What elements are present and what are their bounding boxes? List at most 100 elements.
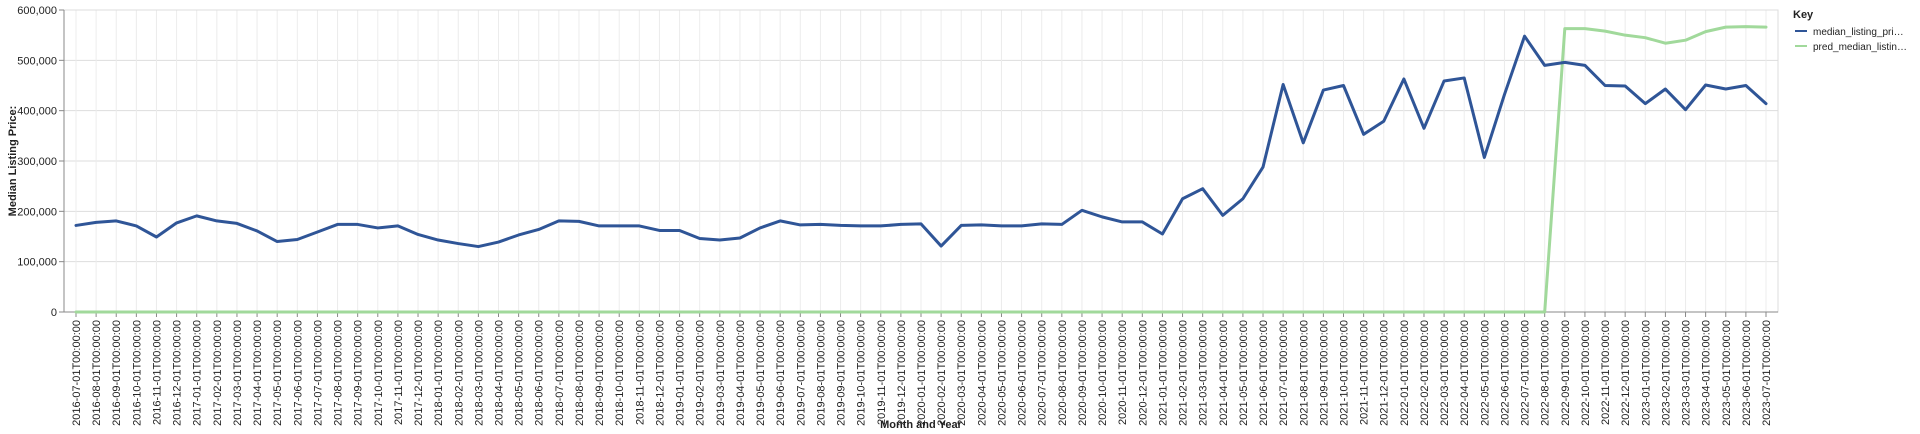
x-tick-label: 2023-03-01T00:00:00 [1681, 320, 1693, 426]
x-tick-label: 2018-05-01T00:00:00 [514, 320, 526, 426]
x-tick-label: 2019-02-01T00:00:00 [695, 320, 707, 426]
x-tick-label: 2020-05-01T00:00:00 [996, 320, 1008, 426]
x-tick-label: 2020-01-01T00:00:00 [916, 320, 928, 426]
x-tick-label: 2022-09-01T00:00:00 [1560, 320, 1572, 426]
x-tick-label: 2020-07-01T00:00:00 [1037, 320, 1049, 426]
x-tick-label: 2019-10-01T00:00:00 [856, 320, 868, 426]
x-tick-label: 2019-08-01T00:00:00 [815, 320, 827, 426]
x-tick-label: 2019-06-01T00:00:00 [775, 320, 787, 426]
x-tick-label: 2022-05-01T00:00:00 [1479, 320, 1491, 426]
x-tick-label: 2021-12-01T00:00:00 [1379, 320, 1391, 426]
x-tick-label: 2017-10-01T00:00:00 [373, 320, 385, 426]
x-tick-label: 2019-03-01T00:00:00 [715, 320, 727, 426]
x-tick-label: 2016-11-01T00:00:00 [151, 320, 163, 425]
x-tick-label: 2023-05-01T00:00:00 [1721, 320, 1733, 426]
series-line-median-listing-price [74, 34, 1768, 249]
x-tick-label: 2016-12-01T00:00:00 [172, 320, 184, 426]
x-tick-label: 2021-02-01T00:00:00 [1178, 320, 1190, 426]
x-tick-label: 2018-11-01T00:00:00 [634, 320, 646, 425]
y-tick-label: 200,000 [17, 206, 57, 218]
x-tick-label: 2020-11-01T00:00:00 [1117, 320, 1129, 425]
x-tick-label: 2017-11-01T00:00:00 [393, 320, 405, 425]
x-tick-label: 2016-07-01T00:00:00 [71, 320, 83, 426]
x-tick-label: 2023-06-01T00:00:00 [1741, 320, 1753, 426]
x-tick-label: 2023-02-01T00:00:00 [1660, 320, 1672, 426]
x-tick-label: 2020-12-01T00:00:00 [1137, 320, 1149, 426]
x-tick-label: 2019-07-01T00:00:00 [795, 320, 807, 426]
x-tick-label: 2020-10-01T00:00:00 [1097, 320, 1109, 426]
x-tick-label: 2020-04-01T00:00:00 [976, 320, 988, 426]
x-tick-label: 2018-08-01T00:00:00 [574, 320, 586, 426]
x-tick-label: 2017-03-01T00:00:00 [232, 320, 244, 426]
x-tick-label: 2019-05-01T00:00:00 [755, 320, 767, 426]
x-tick-label: 2022-04-01T00:00:00 [1459, 320, 1471, 426]
x-tick-label: 2018-10-01T00:00:00 [614, 320, 626, 426]
x-tick-label: 2018-03-01T00:00:00 [473, 320, 485, 426]
x-tick-label: 2019-04-01T00:00:00 [735, 320, 747, 426]
x-tick-label: 2021-04-01T00:00:00 [1218, 320, 1230, 426]
y-axis: 0 100,000 200,000 300,000 400,000 500,000 600,… [17, 5, 65, 319]
x-tick-label: 2018-06-01T00:00:00 [534, 320, 546, 426]
x-tick-label: 2017-01-01T00:00:00 [192, 320, 204, 426]
x-tick-label: 2023-01-01T00:00:00 [1640, 320, 1652, 426]
x-tick-label: 2017-12-01T00:00:00 [413, 320, 425, 426]
x-tick-label: 2021-05-01T00:00:00 [1238, 320, 1250, 426]
x-tick-label: 2021-03-01T00:00:00 [1198, 320, 1210, 426]
x-tick-label: 2017-06-01T00:00:00 [292, 320, 304, 426]
x-tick-label: 2018-02-01T00:00:00 [453, 320, 465, 426]
x-tick-label: 2017-05-01T00:00:00 [272, 320, 284, 426]
x-tick-label: 2018-01-01T00:00:00 [433, 320, 445, 426]
x-tick-label: 2022-02-01T00:00:00 [1419, 320, 1431, 426]
x-tick-label: 2018-09-01T00:00:00 [594, 320, 606, 426]
grid-lines [63, 9, 1779, 313]
x-tick-label: 2022-11-01T00:00:00 [1600, 320, 1612, 425]
x-tick-label: 2016-08-01T00:00:00 [91, 320, 103, 426]
legend-title: Key [1793, 9, 1814, 21]
x-tick-label: 2020-08-01T00:00:00 [1057, 320, 1069, 426]
x-tick-label: 2022-10-01T00:00:00 [1580, 320, 1592, 426]
x-tick-label: 2021-10-01T00:00:00 [1339, 320, 1351, 426]
legend: Key median_listing_pri… pred_median_listi… [1793, 9, 1907, 53]
x-tick-label: 2018-07-01T00:00:00 [554, 320, 566, 426]
series-line-pred-median-listing-price [74, 25, 1768, 314]
x-tick-label: 2020-09-01T00:00:00 [1077, 320, 1089, 426]
legend-entry: pred_median_listin… [1813, 42, 1907, 53]
x-tick-label: 2019-09-01T00:00:00 [836, 320, 848, 426]
x-tick-label: 2023-07-01T00:00:00 [1761, 320, 1773, 426]
y-axis-title: Median Listing Price: [7, 106, 19, 217]
x-tick-label: 2018-12-01T00:00:00 [654, 320, 666, 426]
x-tick-label: 2017-07-01T00:00:00 [312, 320, 324, 426]
x-tick-label: 2016-10-01T00:00:00 [131, 320, 143, 426]
x-tick-label: 2017-08-01T00:00:00 [333, 320, 345, 426]
x-tick-label: 2017-09-01T00:00:00 [353, 320, 365, 426]
x-tick-label: 2022-07-01T00:00:00 [1520, 320, 1532, 426]
x-tick-label: 2023-04-01T00:00:00 [1701, 320, 1713, 426]
y-tick-label: 0 [51, 307, 57, 319]
x-axis: 2016-07-01T00:00:00 2016-08-01T00:00:00 20… [64, 311, 1778, 426]
x-tick-label: 2022-12-01T00:00:00 [1620, 320, 1632, 426]
x-tick-label: 2022-01-01T00:00:00 [1399, 320, 1411, 426]
y-tick-label: 300,000 [17, 156, 57, 168]
x-tick-label: 2021-07-01T00:00:00 [1278, 320, 1290, 426]
x-tick-label: 2022-08-01T00:00:00 [1540, 320, 1552, 426]
x-tick-label: 2021-08-01T00:00:00 [1298, 320, 1310, 426]
x-tick-label: 2020-06-01T00:00:00 [1017, 320, 1029, 426]
y-tick-label: 100,000 [17, 257, 57, 269]
x-axis-title: Month and Year [880, 419, 962, 431]
x-tick-label: 2017-04-01T00:00:00 [252, 320, 264, 426]
x-tick-label: 2021-11-01T00:00:00 [1359, 320, 1371, 425]
y-tick-label: 400,000 [17, 106, 57, 118]
x-tick-label: 2021-06-01T00:00:00 [1258, 320, 1270, 426]
series-lines [74, 25, 1768, 314]
x-tick-label: 2020-03-01T00:00:00 [956, 320, 968, 426]
x-tick-label: 2022-03-01T00:00:00 [1439, 320, 1451, 426]
x-tick-label: 2019-01-01T00:00:00 [675, 320, 687, 426]
x-tick-label: 2021-09-01T00:00:00 [1318, 320, 1330, 426]
x-tick-label: 2021-01-01T00:00:00 [1157, 320, 1169, 426]
x-tick-label: 2016-09-01T00:00:00 [111, 320, 123, 426]
y-tick-label: 600,000 [17, 5, 57, 17]
legend-entry: median_listing_pri… [1813, 27, 1904, 38]
x-tick-label: 2019-11-01T00:00:00 [876, 320, 888, 425]
x-tick-label: 2022-06-01T00:00:00 [1499, 320, 1511, 426]
